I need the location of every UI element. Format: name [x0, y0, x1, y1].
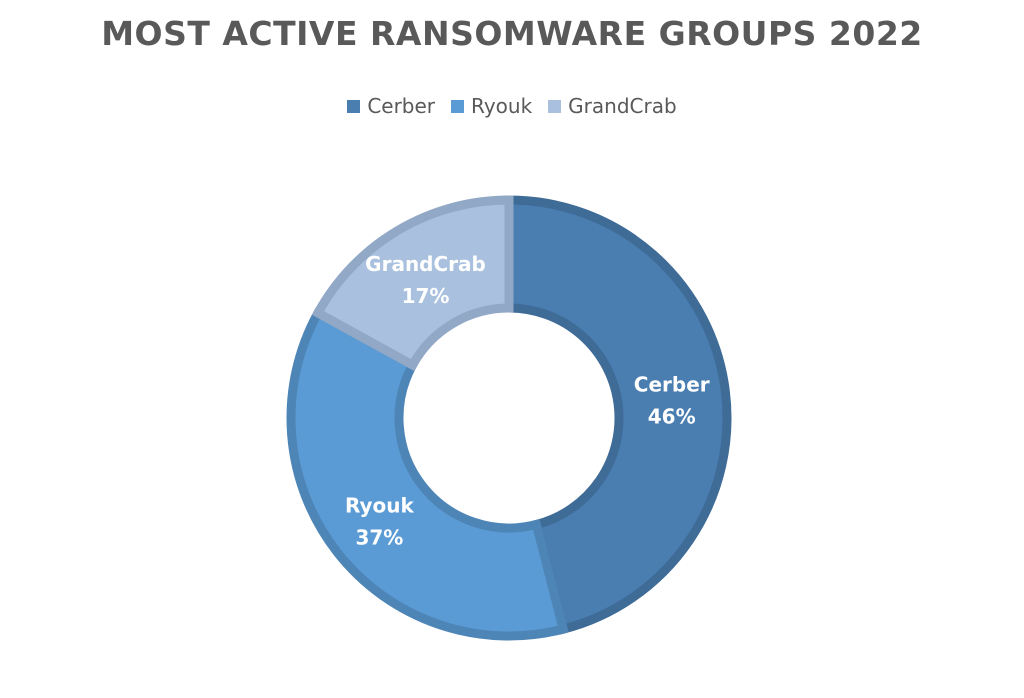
- slice-label-ryouk: Ryouk: [345, 494, 415, 518]
- chart-title: MOST ACTIVE RANSOMWARE GROUPS 2022: [101, 14, 923, 53]
- slice-label-cerber: Cerber: [634, 372, 710, 396]
- legend-label-ryouk: Ryouk: [471, 94, 533, 118]
- slice-value-ryouk: 37%: [355, 526, 403, 550]
- legend-label-grandcrab: GrandCrab: [568, 94, 677, 118]
- legend-swatch-grandcrab: [548, 99, 562, 113]
- slice-ryouk: [286, 306, 569, 641]
- slice-value-grandcrab: 17%: [402, 284, 450, 308]
- slice-grandcrab: [311, 195, 514, 372]
- legend-item-grandcrab: GrandCrab: [548, 94, 677, 118]
- legend-item-ryouk: Ryouk: [451, 94, 532, 118]
- legend-swatch-ryouk: [451, 99, 465, 113]
- legend-swatch-cerber: [347, 99, 361, 113]
- slice-label-grandcrab: GrandCrab: [365, 252, 486, 276]
- slice-cerber: [504, 195, 732, 635]
- legend: Cerber Ryouk GrandCrab: [0, 94, 1024, 118]
- legend-item-cerber: Cerber: [347, 94, 435, 118]
- legend-label-cerber: Cerber: [367, 94, 436, 118]
- slice-labels: Cerber 46% Ryouk 37% GrandCrab 17%: [345, 252, 710, 550]
- slice-value-cerber: 46%: [648, 404, 696, 428]
- donut-slices: [286, 195, 732, 641]
